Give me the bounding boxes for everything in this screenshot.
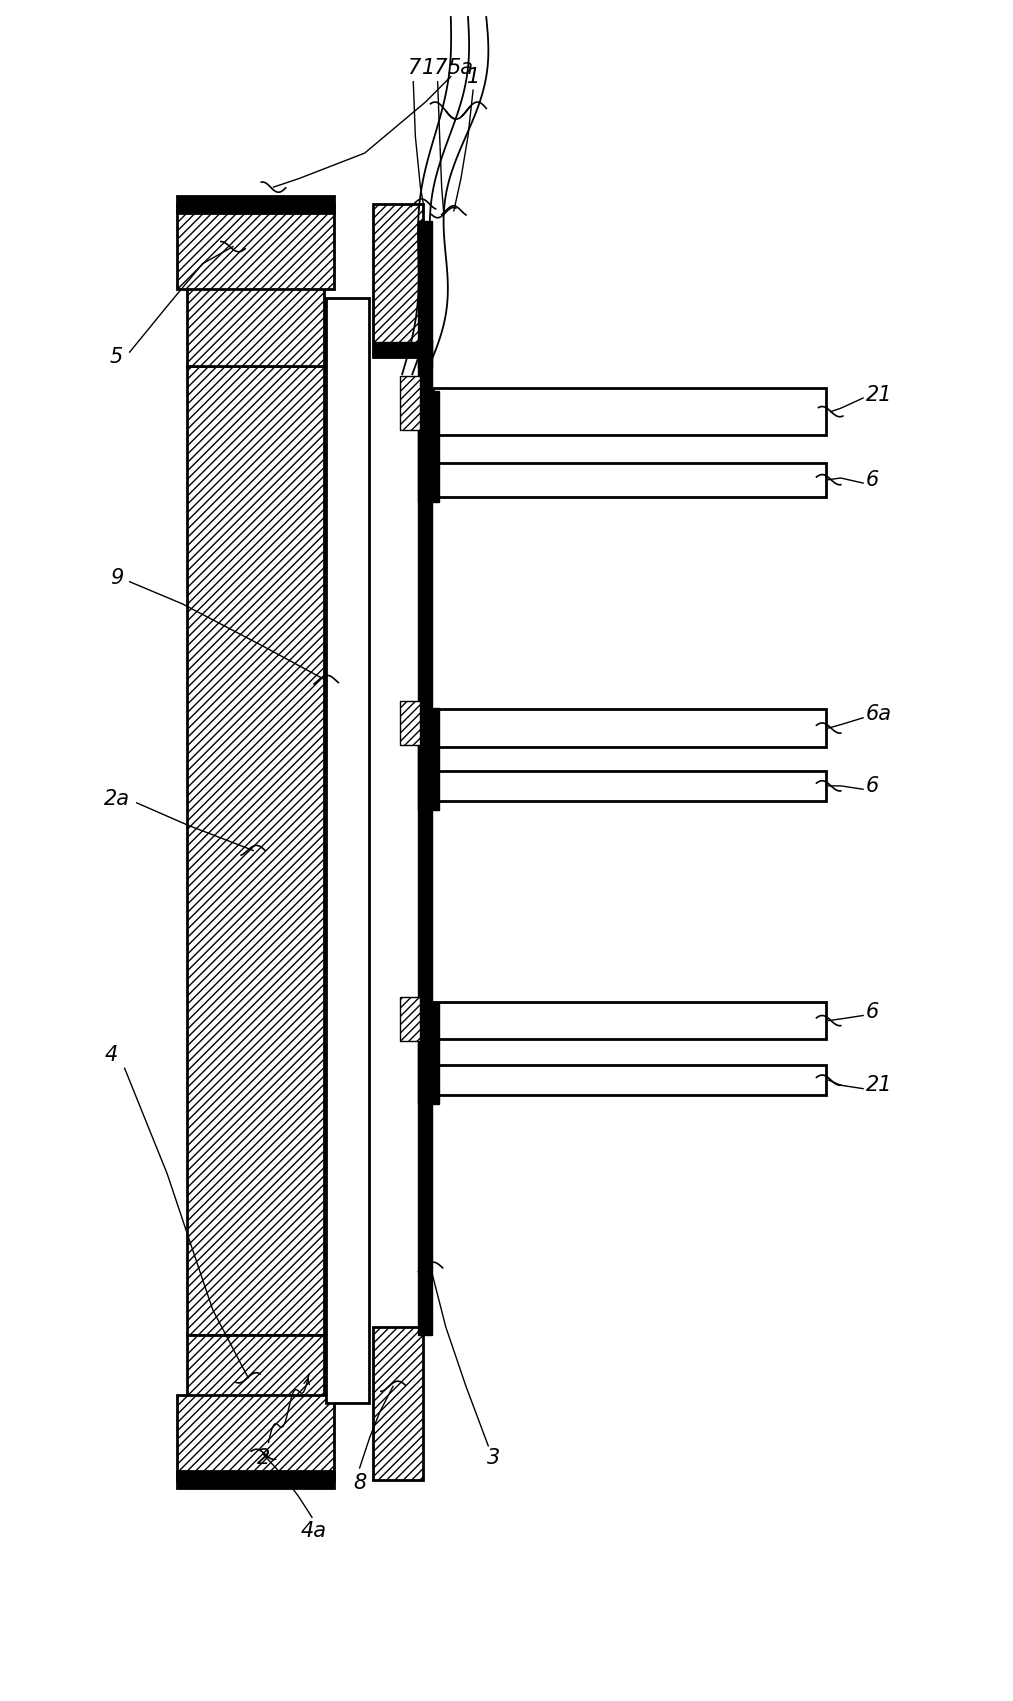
Text: 6: 6 [866,469,879,490]
Text: 21: 21 [866,384,892,405]
Text: 3: 3 [486,1448,500,1468]
Text: 5: 5 [109,347,124,367]
Bar [400,701,420,745]
Text: 7: 7 [406,58,420,78]
Bar [177,204,334,289]
Text: 4a: 4a [301,1521,327,1541]
Text: 17: 17 [422,58,449,78]
Bar [326,298,369,1403]
Text: 1: 1 [467,66,481,87]
Text: 6: 6 [866,776,879,796]
Text: 6a: 6a [866,704,892,725]
Text: 5a: 5a [448,58,474,78]
Bar [433,1002,826,1039]
Bar [177,1395,334,1480]
Bar [433,1065,826,1095]
Bar [433,771,826,801]
Bar [187,204,324,366]
Bar [373,1327,423,1480]
Bar [433,709,826,747]
Text: 8: 8 [353,1473,367,1493]
Bar [373,342,423,357]
Bar [187,1335,324,1463]
Bar [418,221,432,1335]
Bar [400,997,420,1041]
Bar [177,196,334,213]
Bar [373,204,423,357]
Bar [418,708,439,810]
Text: 4: 4 [104,1044,119,1065]
Text: 21: 21 [866,1075,892,1095]
Bar [177,1471,334,1488]
Bar [418,391,439,502]
Bar [418,1002,439,1104]
Text: 6: 6 [866,1002,879,1022]
Bar [187,366,324,1335]
Bar [433,463,826,497]
Bar [433,388,826,435]
Text: 9: 9 [109,568,124,589]
Text: 2a: 2a [103,789,130,810]
Bar [418,340,432,367]
Bar [400,376,420,430]
Text: 2: 2 [256,1448,270,1468]
